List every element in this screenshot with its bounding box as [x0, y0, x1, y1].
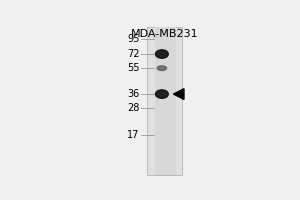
Ellipse shape: [155, 50, 168, 58]
Ellipse shape: [157, 66, 167, 71]
Text: 36: 36: [128, 89, 140, 99]
Polygon shape: [173, 89, 184, 99]
Text: 28: 28: [128, 103, 140, 113]
Text: 17: 17: [128, 130, 140, 140]
Text: 55: 55: [127, 63, 140, 73]
Text: MDA-MB231: MDA-MB231: [130, 29, 198, 39]
Ellipse shape: [155, 90, 168, 98]
Text: 95: 95: [128, 34, 140, 44]
Bar: [155, 27, 176, 175]
Bar: [147, 27, 182, 175]
Text: 72: 72: [127, 49, 140, 59]
